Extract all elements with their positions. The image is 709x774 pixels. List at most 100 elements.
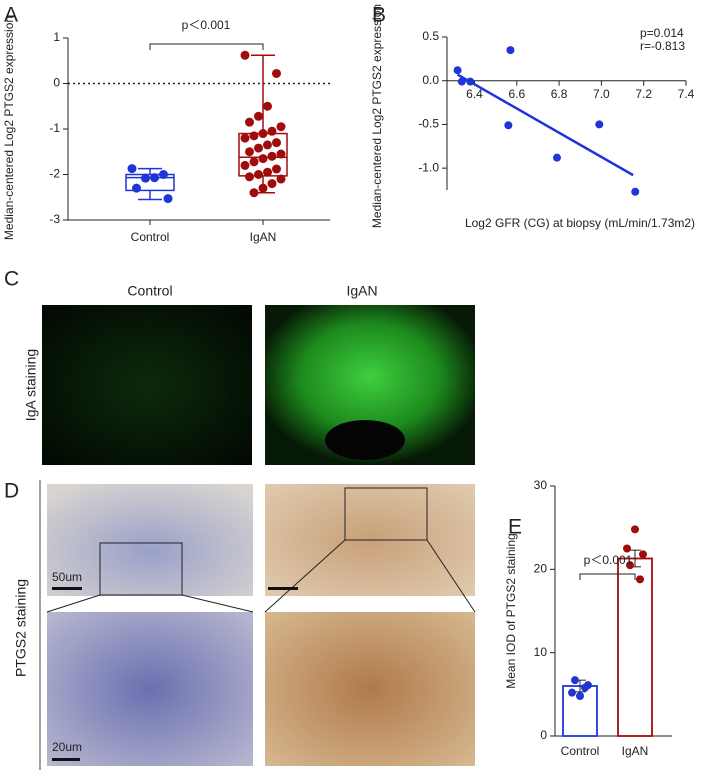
data-point	[568, 688, 576, 697]
data-point	[258, 183, 268, 193]
data-point	[249, 131, 259, 141]
x-tick-label: 7.2	[635, 87, 652, 101]
column-label: Control	[127, 283, 172, 299]
y-tick-label: 0.0	[422, 73, 439, 87]
data-point	[258, 154, 268, 164]
zoom-box	[99, 542, 183, 596]
data-point	[258, 129, 268, 139]
scale-bar	[52, 587, 82, 590]
x-tick-label: 7.0	[593, 87, 610, 101]
zoom-line	[264, 539, 346, 613]
y-tick-label: -2	[49, 167, 60, 181]
data-point	[636, 575, 644, 584]
y-tick-label: 30	[534, 478, 548, 492]
y-tick-label: 0	[53, 76, 60, 90]
data-point	[245, 147, 254, 157]
panel-label: A	[4, 4, 18, 27]
data-point	[132, 183, 141, 193]
panel-label: D	[4, 480, 19, 503]
data-point	[639, 550, 647, 559]
y-tick-label: -1.0	[418, 160, 439, 174]
data-point	[150, 173, 159, 183]
data-point	[254, 143, 263, 153]
scale-bar	[52, 758, 80, 761]
zoom-line	[426, 539, 476, 613]
data-point	[595, 120, 604, 129]
data-point	[254, 170, 263, 179]
data-point	[552, 153, 561, 162]
annotation: p＜0.001	[584, 553, 633, 567]
panel-label: E	[508, 516, 522, 539]
image-igan-zoom	[265, 612, 475, 766]
data-point	[263, 101, 272, 111]
zoom-line	[46, 594, 101, 613]
bar	[617, 557, 653, 737]
y-axis-label: Mean IOD of PTGS2 staining	[504, 533, 518, 688]
x-axis-label: Log2 GFR (CG) at biopsy (mL/min/1.73m2)	[465, 216, 695, 230]
row-label: PTGS2 staining	[13, 579, 29, 677]
x-tick-label: 6.8	[551, 87, 568, 101]
scale-bar	[268, 587, 298, 590]
data-point	[159, 170, 168, 179]
annotation: p=0.014	[640, 26, 684, 40]
data-point	[249, 188, 259, 198]
image-control-zoom	[47, 612, 253, 766]
x-tick-label: 6.6	[508, 87, 525, 101]
x-tick-label: IgAN	[250, 230, 277, 244]
data-point	[276, 149, 286, 159]
data-point	[254, 111, 263, 121]
box	[125, 173, 175, 192]
data-point	[249, 157, 259, 167]
data-point	[127, 164, 137, 174]
data-point	[571, 676, 579, 685]
data-point	[272, 138, 281, 148]
data-point	[272, 164, 281, 174]
data-point	[245, 117, 254, 127]
fit-line	[456, 73, 634, 177]
data-point	[240, 133, 250, 143]
data-point	[623, 544, 631, 553]
scale-label: 20um	[52, 740, 82, 754]
row-label: IgA staining	[23, 349, 39, 421]
data-point	[631, 187, 640, 196]
bracket	[579, 573, 636, 580]
image-control-ptgs2	[47, 484, 253, 596]
data-point	[576, 692, 584, 700]
y-axis-label: Median-centered Log2 PTGS2 expression	[370, 4, 384, 228]
data-point	[631, 525, 639, 534]
panel-label: C	[4, 268, 19, 291]
y-tick-label: -0.5	[418, 117, 439, 131]
zoom-box	[344, 487, 428, 541]
y-tick-label: 1	[53, 30, 60, 44]
data-point	[163, 194, 173, 204]
data-point	[267, 126, 277, 136]
bracket	[149, 43, 264, 50]
panel-label: B	[372, 4, 386, 27]
data-point	[457, 77, 466, 86]
data-point	[466, 77, 475, 86]
data-point	[581, 683, 589, 692]
annotation: p＜0.001	[182, 18, 231, 32]
data-point	[240, 160, 250, 170]
x-tick-label: IgAN	[622, 744, 649, 758]
data-point	[263, 140, 272, 150]
data-point	[245, 172, 254, 182]
y-tick-label: -1	[49, 121, 60, 135]
y-axis-label: Median-centered Log2 PTGS2 expression	[2, 16, 16, 240]
data-point	[453, 66, 462, 75]
data-point	[276, 174, 286, 184]
x-tick-label: Control	[131, 230, 170, 244]
image-detail	[325, 420, 405, 460]
x-tick-label: 7.4	[678, 87, 695, 101]
x-tick-label: Control	[561, 744, 600, 758]
data-point	[504, 121, 513, 130]
column-label: IgAN	[346, 283, 377, 299]
x-tick-label: 6.4	[466, 87, 483, 101]
y-tick-label: 20	[534, 562, 548, 576]
image-control-iga	[42, 305, 252, 465]
annotation: r=-0.813	[640, 39, 685, 53]
y-tick-label: 10	[534, 645, 548, 659]
data-point	[272, 68, 281, 78]
